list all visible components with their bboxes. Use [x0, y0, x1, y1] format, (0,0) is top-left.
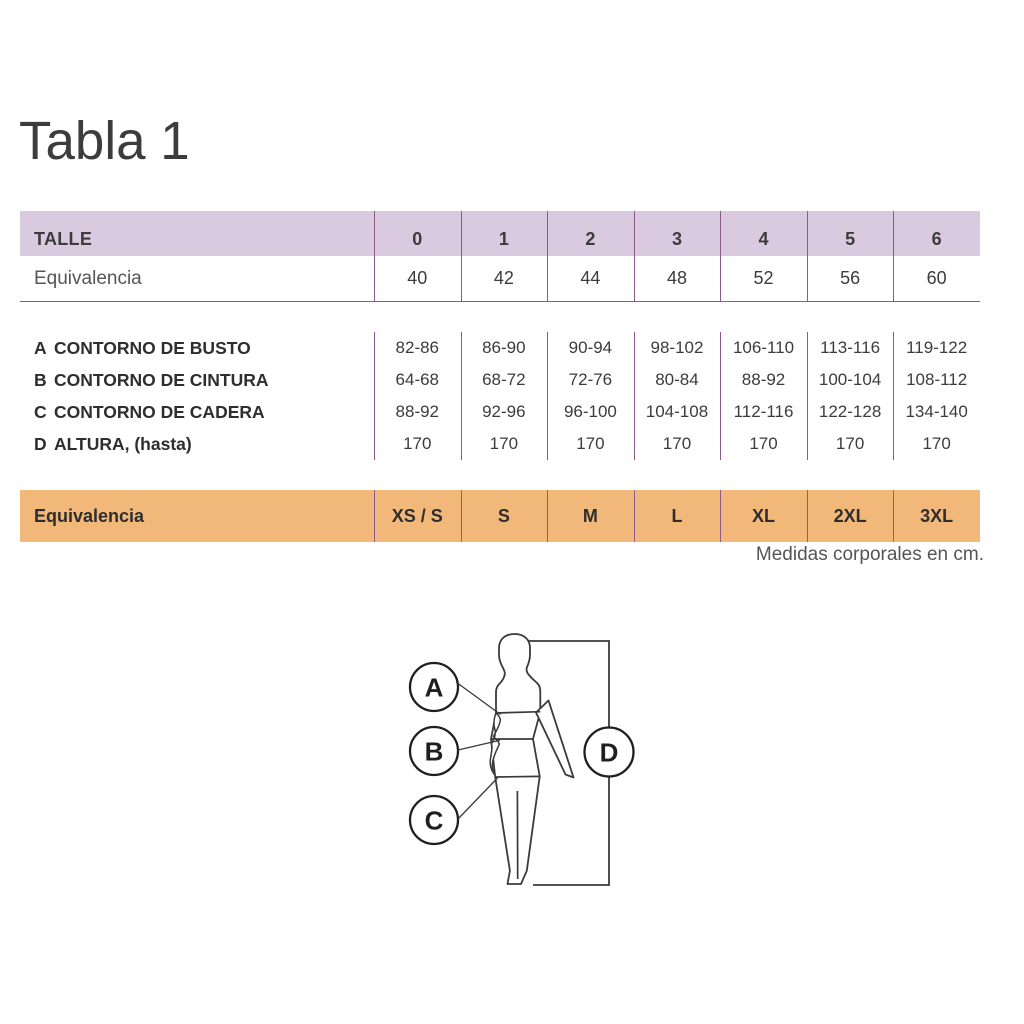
svg-text:A: A: [425, 673, 444, 703]
svg-text:C: C: [425, 806, 444, 836]
svg-text:D: D: [600, 738, 619, 768]
svg-text:B: B: [425, 737, 444, 767]
